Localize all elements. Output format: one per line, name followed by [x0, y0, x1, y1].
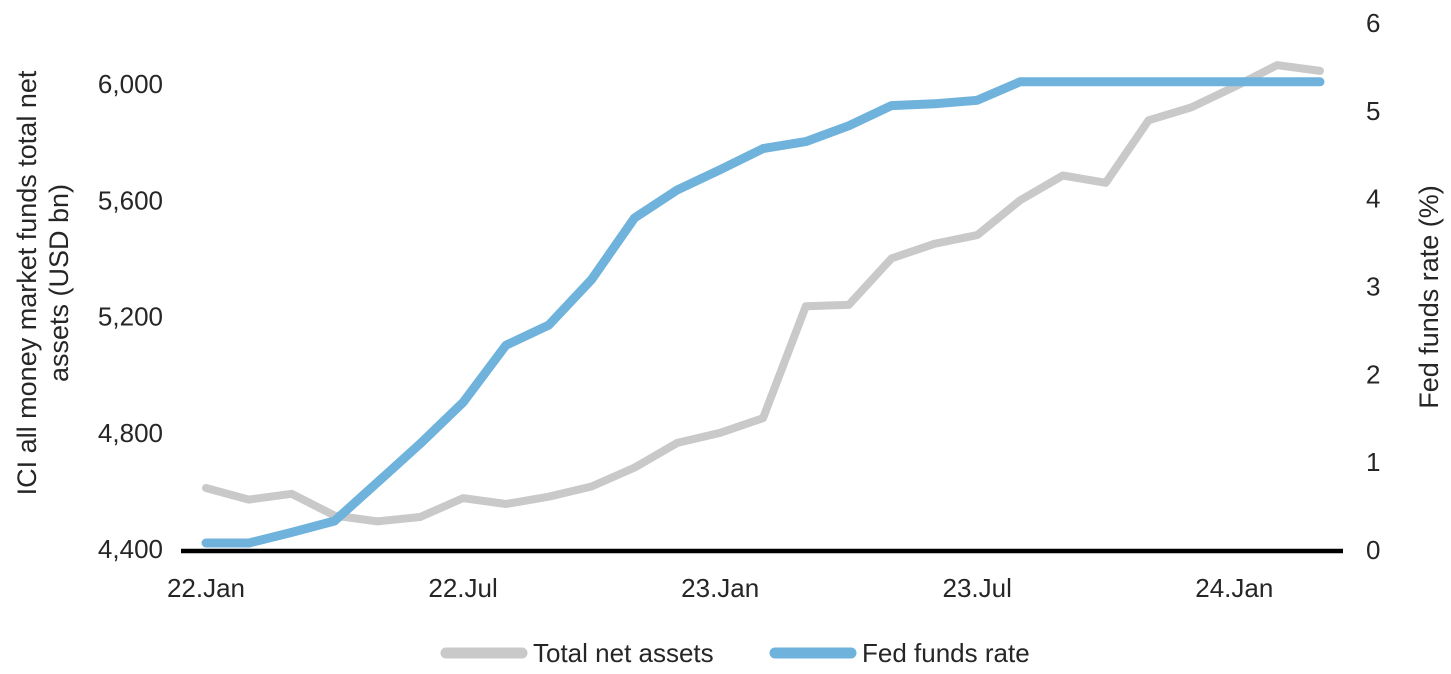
left-axis-title-line2: assets (USD bn): [44, 184, 74, 382]
left-axis-tick-label: 5,600: [98, 185, 163, 215]
legend: Total net assets Fed funds rate: [440, 638, 1030, 668]
x-axis-tick-labels: 22.Jan 22.Jul 23.Jan 23.Jul 24.Jan: [167, 573, 1273, 603]
right-axis-tick-label: 6: [1366, 8, 1380, 38]
left-axis-tick-label: 4,400: [98, 534, 163, 564]
right-axis-tick-label: 4: [1366, 184, 1380, 214]
right-axis-tick-label: 3: [1366, 272, 1380, 302]
left-axis-title-line1: ICI all money market funds total net: [12, 70, 42, 495]
legend-label-fed-funds-rate: Fed funds rate: [862, 638, 1030, 668]
series-line-fed-funds-rate: [201, 77, 1325, 548]
left-axis-tick-labels: 4,400 4,800 5,200 5,600 6,000: [98, 69, 163, 564]
x-axis-tick-label: 22.Jan: [167, 573, 245, 603]
x-axis-tick-label: 22.Jul: [428, 573, 497, 603]
series-line-total-net-assets: [202, 61, 1324, 526]
x-axis-tick-label: 24.Jan: [1195, 573, 1273, 603]
right-axis-title: Fed funds rate (%): [1414, 185, 1444, 409]
left-axis-tick-label: 4,800: [98, 418, 163, 448]
right-axis-tick-label: 5: [1366, 96, 1380, 126]
left-axis-tick-label: 5,200: [98, 302, 163, 332]
legend-label-total-net-assets: Total net assets: [533, 638, 714, 668]
left-axis-tick-label: 6,000: [98, 69, 163, 99]
right-axis-tick-label: 0: [1366, 535, 1380, 565]
right-axis-tick-label: 1: [1366, 447, 1380, 477]
x-axis-tick-label: 23.Jul: [943, 573, 1012, 603]
right-axis-tick-labels: 0 1 2 3 4 5 6: [1366, 8, 1380, 565]
series-layer: [201, 61, 1325, 548]
x-axis-tick-label: 23.Jan: [681, 573, 759, 603]
right-axis-tick-label: 2: [1366, 359, 1380, 389]
